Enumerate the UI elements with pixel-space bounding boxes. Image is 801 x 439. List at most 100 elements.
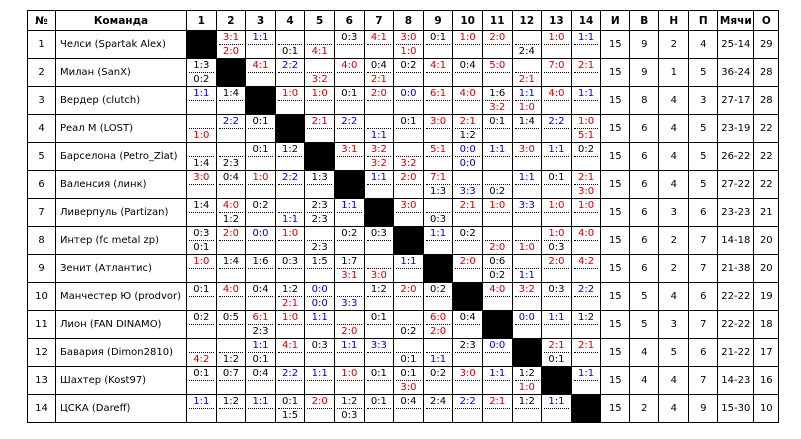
team-name: ЦСКА (Dareff) (55, 394, 187, 423)
points: 17 (753, 338, 780, 367)
second-match-score: 1:2 (459, 130, 476, 141)
match-cell: 4:0 (215, 282, 247, 311)
second-match-score: 1:2 (222, 354, 239, 365)
match-cell: 1:0 (304, 86, 335, 115)
second-match-score (246, 45, 275, 58)
second-match-score (483, 297, 512, 310)
match-cell: 1:1 (481, 366, 513, 395)
second-match-score (572, 269, 601, 282)
diagonal-cell (481, 310, 513, 339)
match-cell: 4:0 (452, 86, 483, 115)
first-match-score: 1:1 (336, 339, 362, 353)
first-match-score: 1:0 (277, 227, 303, 241)
header-col-14: 14 (570, 10, 602, 31)
first-match-score: 3:3 (514, 199, 540, 213)
second-match-score (513, 157, 542, 170)
first-match-score: 2:1 (484, 395, 510, 409)
header-col-3: 3 (245, 10, 276, 31)
second-match-score (424, 73, 453, 86)
second-match-score (217, 325, 246, 338)
first-match-score: 3:1 (218, 31, 244, 45)
goals: 14-18 (717, 226, 755, 255)
match-cell: 0:1 (186, 366, 217, 395)
second-match-score: 0:1 (548, 354, 565, 365)
goals: 26-22 (717, 142, 755, 171)
first-match-score: 6:1 (248, 311, 273, 325)
second-match-score (483, 129, 512, 142)
losses: 7 (688, 226, 719, 255)
diagonal-cell (333, 170, 365, 199)
second-match-score (246, 185, 275, 198)
first-match-score: 1:0 (573, 199, 599, 213)
match-cell: 1:1 (363, 114, 395, 143)
first-match-score: 1:6 (484, 87, 510, 101)
match-cell: 1:1 (541, 142, 572, 171)
match-cell: 2:2 (215, 114, 247, 143)
match-cell: 1:6 (245, 254, 276, 283)
first-match-score: 1:1 (307, 367, 332, 381)
first-match-score: 0:4 (455, 59, 480, 73)
first-match-score: 1:0 (189, 255, 214, 269)
second-match-score (305, 129, 334, 142)
goals: 36-24 (717, 58, 755, 87)
match-cell: 2:1 (481, 394, 513, 423)
match-cell: 4:2 (186, 338, 217, 367)
team-number: 13 (27, 366, 56, 395)
second-match-score (276, 157, 305, 170)
team-number: 8 (27, 226, 56, 255)
match-cell: 1:1 (511, 254, 543, 283)
diagonal-cell (274, 114, 306, 143)
goals: 22-22 (717, 310, 755, 339)
second-match-score (187, 185, 216, 198)
first-match-score: 1:1 (396, 255, 421, 269)
match-cell: 1:0 0:3 (541, 226, 572, 255)
diagonal-cell (393, 226, 424, 255)
first-match-score: 2:2 (336, 115, 362, 129)
second-match-score: 5:1 (577, 130, 595, 141)
match-cell: 0:4 (215, 170, 247, 199)
second-match-score (453, 269, 482, 282)
match-cell: 1:0 (186, 114, 217, 143)
points: 22 (753, 142, 780, 171)
match-cell: 0:0 (511, 310, 543, 339)
wins: 6 (629, 170, 660, 199)
second-match-score (424, 45, 453, 58)
points: 16 (753, 366, 780, 395)
match-cell: 4:0 (541, 86, 572, 115)
wins: 2 (629, 394, 660, 423)
match-cell: 4:2 (570, 254, 602, 283)
wins: 6 (629, 142, 660, 171)
first-match-score: 1:3 (307, 171, 332, 185)
wins: 6 (629, 226, 660, 255)
games: 15 (600, 170, 631, 199)
first-match-score: 0:2 (248, 199, 273, 213)
match-cell: 6:0 2:0 (422, 310, 454, 339)
header-col-7: 7 (363, 10, 395, 31)
header-col-6: 6 (333, 10, 365, 31)
second-match-score (276, 325, 305, 338)
second-match-score (305, 409, 334, 422)
second-match-score (483, 45, 512, 58)
goals: 23-23 (717, 198, 755, 227)
first-match-score: 2:2 (455, 395, 480, 409)
match-cell: 2:2 (274, 170, 306, 199)
team-number: 11 (27, 310, 56, 339)
match-cell: 1:4 (511, 114, 543, 143)
header-col-9: 9 (422, 10, 454, 31)
first-match-score (336, 311, 362, 325)
second-match-score (276, 381, 305, 394)
match-cell: 0:0 0:0 (304, 282, 335, 311)
second-match-score (276, 269, 305, 282)
points: 29 (753, 30, 780, 59)
points: 18 (753, 310, 780, 339)
match-cell: 2:2 (452, 394, 483, 423)
first-match-score: 0:1 (189, 283, 214, 297)
match-cell: 1:1 (363, 170, 395, 199)
match-cell: 1:4 (186, 142, 217, 171)
goals: 21-22 (717, 338, 755, 367)
match-cell: 2:2 (333, 114, 365, 143)
second-match-score (217, 185, 246, 198)
match-cell: 1:0 (274, 226, 306, 255)
match-cell: 0:1 3:0 (393, 366, 424, 395)
second-match-score: 0:2 (193, 74, 210, 85)
